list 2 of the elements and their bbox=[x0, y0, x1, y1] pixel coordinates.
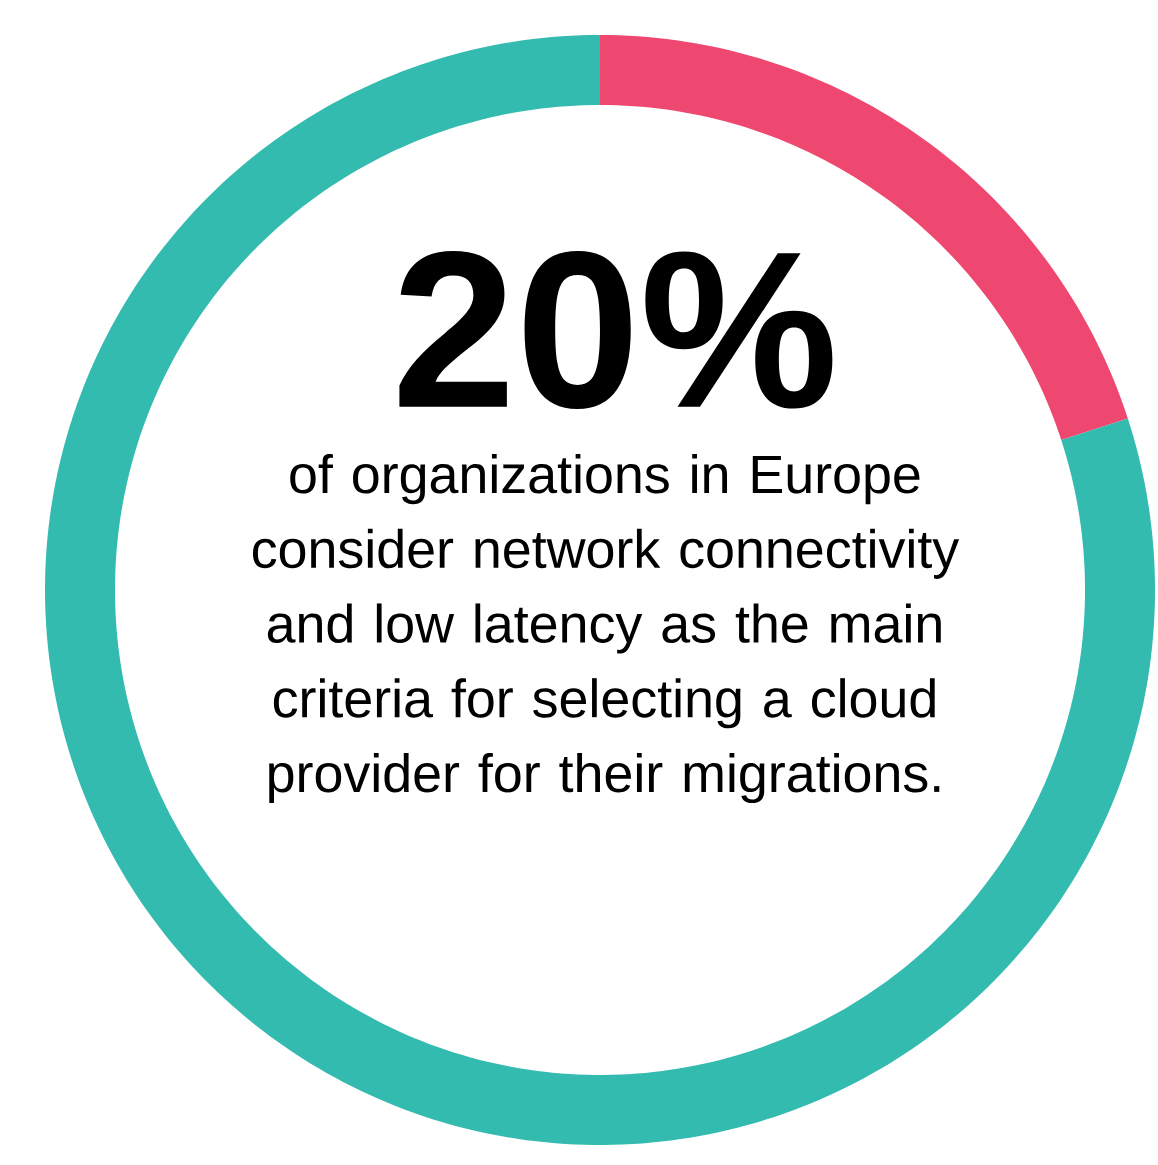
text: of organizations in Europe consider network connectivity and low latency as the main criteria for selecting a cloud provider for their migrations. bbox=[252, 454, 960, 804]
text: 20% bbox=[399, 251, 833, 409]
